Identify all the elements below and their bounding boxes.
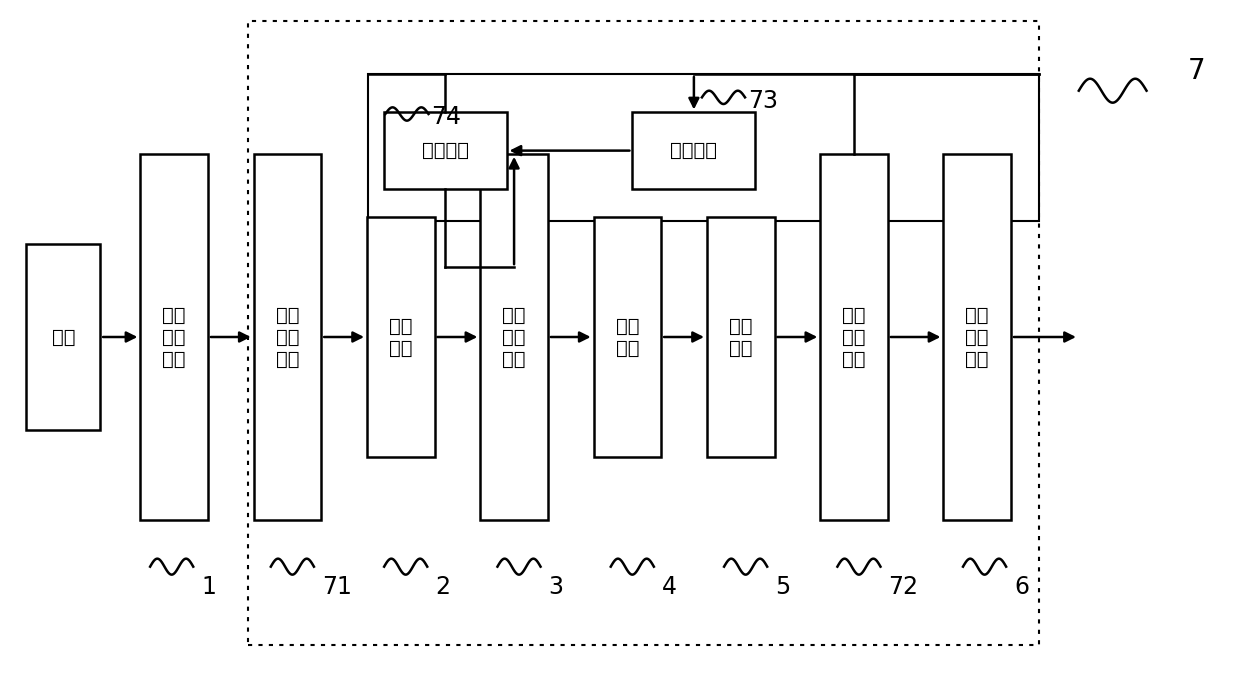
Text: 剑色
反应
单元: 剑色 反应 单元: [502, 305, 526, 369]
Text: 72: 72: [889, 575, 919, 599]
Text: 1: 1: [201, 575, 216, 599]
Bar: [707, 217, 775, 457]
Bar: [820, 154, 888, 520]
Text: 第一
检测
组件: 第一 检测 组件: [275, 305, 299, 369]
Bar: [944, 154, 1011, 520]
Text: 6: 6: [1014, 575, 1029, 599]
Bar: [253, 154, 321, 520]
Bar: [367, 217, 435, 457]
Text: 74: 74: [432, 105, 461, 129]
Bar: [594, 217, 661, 457]
Text: 平幅
进布
单元: 平幅 进布 单元: [162, 305, 186, 369]
Text: 烘干
单元: 烘干 单元: [729, 317, 753, 357]
Bar: [383, 113, 507, 189]
Text: 水洗
单元: 水洗 单元: [615, 317, 639, 357]
Text: 3: 3: [548, 575, 563, 599]
Bar: [140, 154, 208, 520]
Bar: [248, 21, 1039, 644]
Text: 5: 5: [775, 575, 790, 599]
Bar: [26, 244, 100, 430]
Bar: [632, 113, 755, 189]
Bar: [367, 74, 1039, 220]
Text: 4: 4: [662, 575, 677, 599]
Text: 71: 71: [322, 575, 352, 599]
Text: 织物: 织物: [52, 328, 76, 346]
Text: 浸轧
单元: 浸轧 单元: [389, 317, 413, 357]
Bar: [480, 154, 548, 520]
Text: 第二
检测
组件: 第二 检测 组件: [842, 305, 866, 369]
Text: 2: 2: [435, 575, 450, 599]
Text: 7: 7: [1188, 57, 1205, 85]
Text: 控制组件: 控制组件: [422, 141, 469, 160]
Text: 转换组件: 转换组件: [671, 141, 718, 160]
Text: 73: 73: [748, 89, 777, 113]
Text: 平幅
出布
单元: 平幅 出布 单元: [966, 305, 990, 369]
